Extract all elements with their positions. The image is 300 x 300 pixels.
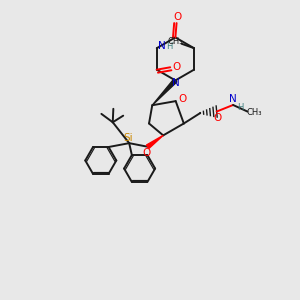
Text: N: N (172, 78, 179, 88)
Text: O: O (172, 62, 180, 72)
Text: CH₃: CH₃ (167, 37, 183, 46)
Text: O: O (213, 112, 221, 122)
Text: N: N (158, 41, 166, 51)
Text: CH₃: CH₃ (246, 108, 262, 117)
Text: H: H (237, 103, 244, 112)
Text: N: N (229, 94, 237, 104)
Text: O: O (178, 94, 186, 104)
Text: O: O (142, 148, 151, 158)
Text: H: H (166, 42, 172, 51)
Polygon shape (146, 135, 163, 148)
Text: O: O (173, 12, 181, 22)
Polygon shape (152, 79, 177, 105)
Text: Si: Si (124, 133, 134, 143)
